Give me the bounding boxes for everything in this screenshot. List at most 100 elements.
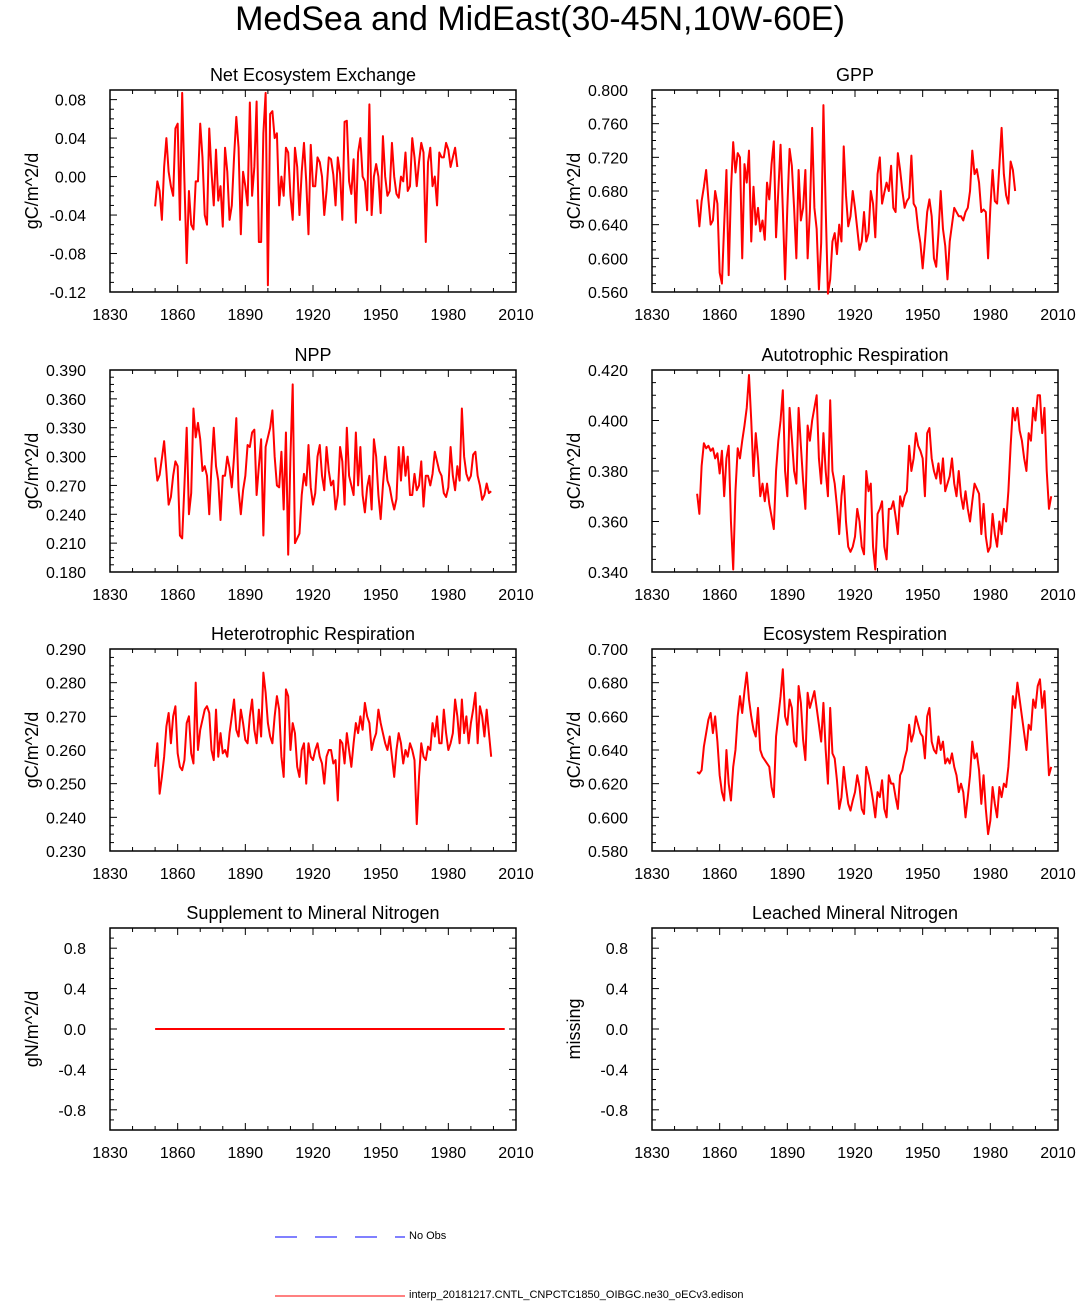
x-tick-label: 1860 (160, 307, 196, 324)
x-tick-label: 1890 (770, 1145, 806, 1162)
x-tick-label: 1830 (92, 587, 128, 604)
plot-frame (109, 648, 517, 852)
panel-title: NPP (294, 345, 331, 365)
y-tick-label: 0.180 (46, 565, 86, 582)
y-tick-label: 0.340 (588, 565, 628, 582)
y-tick-label: 0.270 (46, 478, 86, 495)
x-tick-label: 1830 (92, 1145, 128, 1162)
panel-npp: NPP gC/m^2/d 1830 1860 1890 1920 1950 1980 2010 0… (22, 345, 534, 604)
x-tick-label: 1860 (702, 866, 738, 883)
x-tick-label: 1920 (295, 307, 331, 324)
x-tick-label: 1920 (837, 1145, 873, 1162)
x-tick-label: 2010 (498, 866, 534, 883)
y-axis-label: gC/m^2/d (564, 153, 584, 229)
series-line-model (154, 383, 492, 556)
y-tick-label: 0.360 (588, 515, 628, 532)
series-line-model (154, 671, 493, 826)
series-line-model (696, 374, 1053, 571)
x-tick-label: 1920 (295, 866, 331, 883)
series-line-model (696, 668, 1053, 836)
y-tick-label: 0.700 (588, 642, 628, 659)
x-tick-label: 1980 (431, 587, 467, 604)
x-tick-label: 1890 (228, 866, 264, 883)
plot-frame (109, 89, 517, 293)
panel-title: Ecosystem Respiration (763, 624, 947, 644)
x-tick-label: 1920 (295, 1145, 331, 1162)
y-tick-label: -0.8 (58, 1103, 86, 1120)
x-tick-label: 1980 (973, 307, 1009, 324)
panel-title: Supplement to Mineral Nitrogen (186, 903, 439, 923)
x-tick-label: 1950 (905, 866, 941, 883)
y-axis-label: gC/m^2/d (22, 433, 42, 509)
panel-title: Heterotrophic Respiration (211, 624, 415, 644)
x-tick-label: 2010 (1040, 587, 1076, 604)
y-tick-label: 0.760 (588, 117, 628, 134)
x-tick-label: 1920 (837, 866, 873, 883)
x-tick-label: 2010 (498, 307, 534, 324)
y-axis-label: missing (564, 998, 584, 1059)
y-tick-label: -0.12 (50, 285, 87, 302)
x-tick-label: 1950 (905, 307, 941, 324)
x-tick-label: 1830 (92, 866, 128, 883)
panel-leached-mineral-nitrogen: Leached Mineral Nitrogen missing 1830 1860 1… (564, 903, 1076, 1162)
series-line-model (154, 91, 459, 287)
y-tick-label: 0.560 (588, 285, 628, 302)
x-tick-label: 2010 (1040, 307, 1076, 324)
x-tick-label: 1860 (702, 587, 738, 604)
x-tick-label: 1830 (634, 1145, 670, 1162)
x-tick-label: 1980 (431, 866, 467, 883)
y-tick-label: 0.660 (588, 709, 628, 726)
x-tick-label: 1890 (770, 587, 806, 604)
x-tick-label: 1890 (228, 307, 264, 324)
y-tick-label: -0.08 (50, 247, 87, 264)
y-tick-label: 0.380 (588, 464, 628, 481)
y-tick-label: 0.640 (588, 218, 628, 235)
x-tick-label: 1860 (160, 1145, 196, 1162)
panel-title: Net Ecosystem Exchange (210, 65, 416, 85)
y-axis-label: gN/m^2/d (22, 991, 42, 1067)
y-tick-label: -0.8 (600, 1103, 628, 1120)
panel-heterotrophic-respiration: Heterotrophic Respiration gC/m^2/d 1830 186… (22, 624, 534, 883)
y-tick-label: 0.360 (46, 392, 86, 409)
x-tick-label: 2010 (498, 587, 534, 604)
y-tick-label: 0.00 (55, 170, 86, 187)
y-tick-label: 0.720 (588, 150, 628, 167)
plot-frame (651, 648, 1059, 852)
x-tick-label: 1950 (363, 866, 399, 883)
y-tick-label: 0.290 (46, 642, 86, 659)
y-tick-label: -0.04 (50, 208, 87, 225)
y-tick-label: 0.330 (46, 421, 86, 438)
x-tick-label: 1920 (295, 587, 331, 604)
y-tick-label: 0.390 (46, 363, 86, 380)
y-tick-label: 0.600 (588, 251, 628, 268)
x-tick-label: 1890 (770, 866, 806, 883)
x-tick-label: 1950 (363, 1145, 399, 1162)
y-tick-label: 0.240 (46, 810, 86, 827)
y-tick-label: 0.600 (588, 810, 628, 827)
x-tick-label: 1830 (634, 307, 670, 324)
x-tick-label: 1830 (92, 307, 128, 324)
y-tick-label: 0.270 (46, 709, 86, 726)
y-tick-label: 0.640 (588, 743, 628, 760)
plot-frame (651, 927, 1059, 1131)
x-tick-label: 1950 (363, 587, 399, 604)
y-tick-label: 0.300 (46, 450, 86, 467)
figure-title: MedSea and MidEast(30-45N,10W-60E) (235, 0, 845, 38)
y-tick-label: -0.4 (58, 1062, 86, 1079)
x-tick-label: 1890 (228, 587, 264, 604)
y-tick-label: 0.250 (46, 777, 86, 794)
y-tick-label: 0.420 (588, 363, 628, 380)
y-axis-label: gC/m^2/d (564, 433, 584, 509)
y-tick-label: 0.680 (588, 184, 628, 201)
x-tick-label: 1830 (634, 587, 670, 604)
x-tick-label: 1890 (770, 307, 806, 324)
x-tick-label: 1860 (160, 587, 196, 604)
series-line-model (696, 104, 1017, 295)
x-tick-label: 1950 (363, 307, 399, 324)
x-tick-label: 1890 (228, 1145, 264, 1162)
y-tick-label: 0.4 (606, 982, 628, 999)
panel-supplement-to-mineral-nitrogen: Supplement to Mineral Nitrogen gN/m^2/d 18… (22, 903, 534, 1162)
x-tick-label: 1920 (837, 307, 873, 324)
y-tick-label: 0.680 (588, 676, 628, 693)
